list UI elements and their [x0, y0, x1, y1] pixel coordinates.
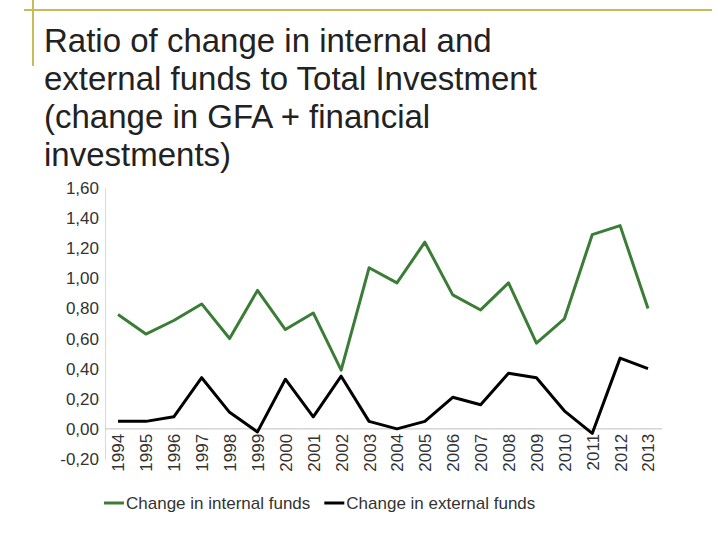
x-tick: 2010 [556, 429, 575, 472]
x-tick-label: 2010 [556, 434, 575, 472]
title-line: external funds to Total Investment [44, 60, 537, 97]
y-tick: 1,40 [66, 209, 105, 228]
x-tick: 2006 [444, 429, 463, 472]
x-tick-label: 2007 [472, 434, 491, 472]
title-line: (change in GFA + financial [44, 98, 430, 135]
x-tick-label: 1997 [193, 434, 212, 472]
x-tick: 2007 [472, 429, 491, 472]
y-tick-label: 1,00 [66, 269, 99, 288]
x-tick: 1994 [109, 429, 128, 472]
y-tick: 0,20 [66, 390, 105, 409]
x-tick-label: 1995 [137, 434, 156, 472]
y-tick-label: 0,20 [66, 390, 99, 409]
y-tick-label: 0,60 [66, 329, 99, 348]
y-tick-label: -0,20 [60, 450, 99, 469]
x-tick: 2003 [361, 429, 380, 472]
y-tick: 1,20 [66, 239, 105, 258]
legend-item: Change in internal funds [104, 494, 310, 513]
x-tick: 2000 [277, 429, 296, 472]
legend-item: Change in external funds [324, 494, 535, 513]
y-tick: 0,00 [66, 420, 105, 439]
y-axis: -0,20 0,00 0,20 0,40 0,60 0,80 1,00 1,20 1,40 1,6… [60, 179, 105, 469]
y-axis-line [105, 189, 106, 460]
series-line [118, 358, 648, 433]
x-tick-label: 2000 [277, 434, 296, 472]
x-tick-label: 2003 [361, 434, 380, 472]
x-tick: 2001 [305, 429, 324, 472]
plot-area [118, 226, 648, 434]
title: Ratio of change in internal andexternal … [44, 22, 537, 173]
decoration [24, 9, 712, 11]
x-tick-label: 2009 [528, 434, 547, 472]
x-tick: 2002 [333, 429, 352, 472]
x-tick-label: 1998 [221, 434, 240, 472]
x-tick-label: 2012 [612, 434, 631, 472]
x-tick: 1997 [193, 429, 212, 472]
x-tick: 2004 [388, 429, 407, 472]
y-tick-label: 0,40 [66, 360, 99, 379]
y-tick: 1,60 [66, 179, 105, 198]
x-tick-label: 2001 [305, 434, 324, 472]
x-tick-label: 2013 [639, 434, 658, 472]
legend-label: Change in external funds [346, 494, 535, 513]
y-tick: 0,60 [66, 329, 105, 348]
x-tick-label: 2006 [444, 434, 463, 472]
x-tick: 1996 [165, 429, 184, 472]
x-tick: 2012 [612, 429, 631, 472]
legend-swatch [104, 502, 124, 505]
chart: Ratio of change in internal andexternal … [0, 0, 720, 540]
x-tick: 2013 [639, 429, 658, 472]
x-tick-label: 1996 [165, 434, 184, 472]
x-tick-label: 2002 [333, 434, 352, 472]
y-tick-label: 1,40 [66, 209, 99, 228]
x-tick-label: 2005 [416, 434, 435, 472]
x-tick-label: 1994 [109, 434, 128, 472]
x-tick: 1998 [221, 429, 240, 472]
legend-label: Change in internal funds [126, 494, 310, 513]
y-tick: 0,40 [66, 360, 105, 379]
title-line: investments) [44, 136, 231, 173]
x-tick-label: 1999 [249, 434, 268, 472]
y-tick: -0,20 [60, 450, 105, 469]
x-tick: 2008 [500, 429, 519, 472]
x-tick: 2009 [528, 429, 547, 472]
y-tick-label: 1,60 [66, 179, 99, 198]
decoration [32, 0, 34, 66]
series-line [118, 226, 648, 371]
legend-swatch [324, 502, 344, 505]
y-tick: 1,00 [66, 269, 105, 288]
x-axis: 1994 1995 1996 1997 1998 1999 2000 2001 2002 2003… [105, 429, 662, 472]
y-tick-label: 0,80 [66, 299, 99, 318]
x-tick: 1995 [137, 429, 156, 472]
x-tick-label: 2004 [388, 434, 407, 472]
x-tick-label: 2008 [500, 434, 519, 472]
x-tick: 1999 [249, 429, 268, 472]
x-tick: 2005 [416, 429, 435, 472]
y-tick-label: 0,00 [66, 420, 99, 439]
x-tick: 2011 [584, 429, 603, 471]
y-tick: 0,80 [66, 299, 105, 318]
x-tick-label: 2011 [584, 434, 603, 471]
legend: Change in internal funds Change in extern… [104, 494, 535, 513]
title-line: Ratio of change in internal and [44, 22, 492, 59]
x-axis-line [105, 428, 662, 429]
y-tick-label: 1,20 [66, 239, 99, 258]
